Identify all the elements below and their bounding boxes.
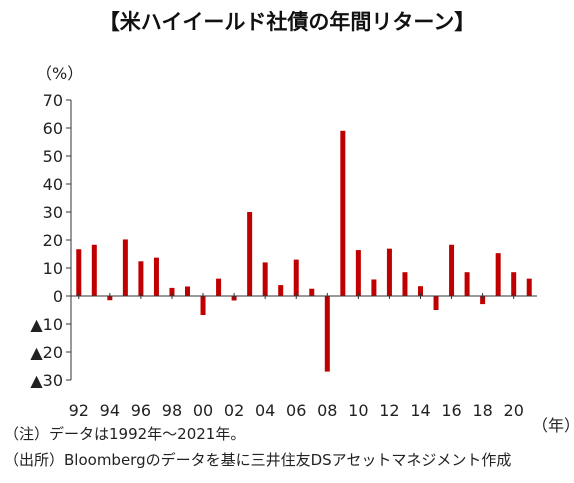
y-tick-label: 20 [43,231,63,250]
y-tick-label: 0 [53,287,63,306]
y-tick-label: 50 [43,147,63,166]
bar [511,272,517,296]
y-tick-label: ▲10 [30,315,63,334]
y-axis-unit: （%） [36,64,84,83]
bar [278,285,284,296]
bar [76,249,82,296]
bar [200,296,206,316]
bar [464,272,470,296]
chart-title: 【米ハイイールド社債の年間リターン】 [98,10,476,34]
x-tick-label: 16 [441,401,461,420]
bar [216,278,222,296]
x-tick-label: 98 [162,401,182,420]
y-tick-label: 40 [43,175,63,194]
bar [138,261,144,296]
y-tick-label: 70 [43,91,63,110]
y-tick-label: 10 [43,259,63,278]
bar [309,288,315,296]
bar [169,287,175,296]
x-tick-label: 96 [131,401,151,420]
y-tick-label: ▲20 [30,343,63,362]
x-tick-label: 14 [410,401,430,420]
bar [449,244,455,296]
bar [340,130,346,296]
bar [293,259,299,296]
x-axis-unit: （年） [532,416,574,435]
x-tick-label: 02 [224,401,244,420]
bar [433,296,439,310]
bar [480,296,486,305]
y-tick-label: 60 [43,119,63,138]
x-tick-label: 12 [379,401,399,420]
footnote-source: （出所）Bloombergのデータを基に三井住友DSアセットマネジメント作成 [4,451,512,469]
bar [247,212,253,296]
bar [185,286,190,296]
footnote-note: （注）データは1992年～2021年。 [4,425,246,443]
x-tick-label: 94 [100,401,120,420]
y-tick-label: 30 [43,203,63,222]
bar [371,279,377,296]
bar [402,272,408,296]
x-tick-label: 10 [348,401,368,420]
bar [324,296,330,372]
bar [526,278,532,296]
x-tick-label: 06 [286,401,306,420]
x-tick-label: 00 [193,401,213,420]
x-tick-label: 08 [317,401,337,420]
bar [122,239,128,296]
x-tick-label: 92 [69,401,89,420]
x-tick-label: 20 [504,401,524,420]
bar [386,248,392,296]
x-tick-label: 18 [472,401,492,420]
y-tick-label: ▲30 [30,371,63,390]
bar [91,244,97,296]
bar [355,250,361,296]
bar [418,286,423,296]
bar [495,253,501,296]
x-tick-label: 04 [255,401,275,420]
bar [262,262,268,296]
bar [153,257,159,296]
